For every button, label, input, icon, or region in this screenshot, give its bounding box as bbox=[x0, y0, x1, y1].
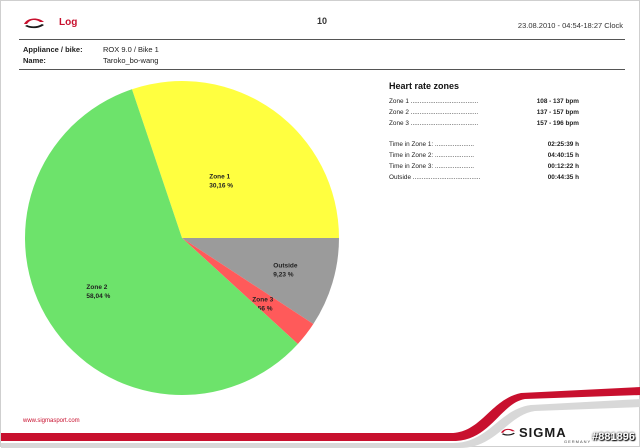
zone-time-value: 02:25:39 h bbox=[547, 141, 579, 148]
pie-slice-zone-3 bbox=[182, 238, 314, 344]
name-value: Taroko_bo-wang bbox=[103, 56, 159, 65]
sigma-footer-logo-icon bbox=[501, 428, 515, 436]
pie-percent-label: 30,16 % bbox=[209, 183, 233, 190]
image-id-tag: #881896 bbox=[592, 431, 635, 443]
zone-range-value: 137 - 157 bpm bbox=[536, 109, 579, 116]
heart-rate-pie-chart: Zone 1 30,16 % Outside 9,23 % Zone 3 2,56 % Zo… bbox=[25, 80, 340, 395]
page-number: 10 bbox=[317, 16, 328, 26]
brand-name: SIGMA bbox=[519, 425, 567, 440]
zone-range-label: Zone 1 .................................… bbox=[389, 98, 479, 105]
pie-label: Outside bbox=[273, 262, 298, 269]
footer-url: www.sigmasport.com bbox=[23, 418, 80, 424]
header-divider bbox=[19, 39, 625, 40]
zone-range-label: Zone 2 .................................… bbox=[389, 109, 479, 116]
page-title: Log bbox=[59, 17, 78, 28]
zone-range-value: 108 - 137 bpm bbox=[536, 98, 579, 105]
pie-label: Zone 2 bbox=[86, 284, 107, 291]
brand-subtitle: GERMANY bbox=[564, 439, 592, 444]
appliance-value: ROX 9.0 / Bike 1 bbox=[103, 45, 159, 54]
info-divider bbox=[19, 69, 625, 70]
pie-percent-label: 2,56 % bbox=[252, 305, 272, 312]
heart-rate-zones-panel: Heart rate zones Zone 1 ................… bbox=[389, 81, 589, 181]
zone-time-label: Time in Zone 1: ...................... bbox=[389, 141, 474, 148]
pie-percent-label: 58,04 % bbox=[86, 293, 110, 300]
zones-title: Heart rate zones bbox=[389, 81, 460, 91]
pie-slice-zone-1 bbox=[131, 80, 340, 238]
zone-time-value: 00:12:22 h bbox=[547, 163, 579, 170]
footer-swoosh bbox=[1, 387, 640, 448]
zone-range-label: Zone 3 .................................… bbox=[389, 120, 479, 127]
pie-label: Zone 1 bbox=[209, 174, 230, 181]
pie-slice-zone-2 bbox=[25, 89, 298, 395]
report-header: Log 10 23.08.2010 - 04:54-18:27 Clock bbox=[1, 1, 640, 39]
appliance-label: Appliance / bike: bbox=[23, 45, 83, 54]
pie-label: Zone 3 bbox=[252, 296, 273, 303]
pie-slice-outside bbox=[182, 238, 339, 325]
zone-range-value: 157 - 196 bpm bbox=[536, 120, 579, 127]
zone-time-label: Time in Zone 3: ...................... bbox=[389, 163, 474, 170]
zone-time-label: Time in Zone 2: ...................... bbox=[389, 152, 474, 159]
sigma-logo-icon bbox=[24, 18, 44, 29]
log-datetime: 23.08.2010 - 04:54-18:27 Clock bbox=[517, 21, 623, 30]
name-label: Name: bbox=[23, 56, 46, 65]
pie-percent-label: 9,23 % bbox=[273, 271, 293, 278]
zone-time-value: 04:40:15 h bbox=[547, 152, 579, 159]
zone-time-label: Outside ................................… bbox=[389, 174, 481, 181]
zone-time-value: 00:44:35 h bbox=[547, 174, 579, 181]
